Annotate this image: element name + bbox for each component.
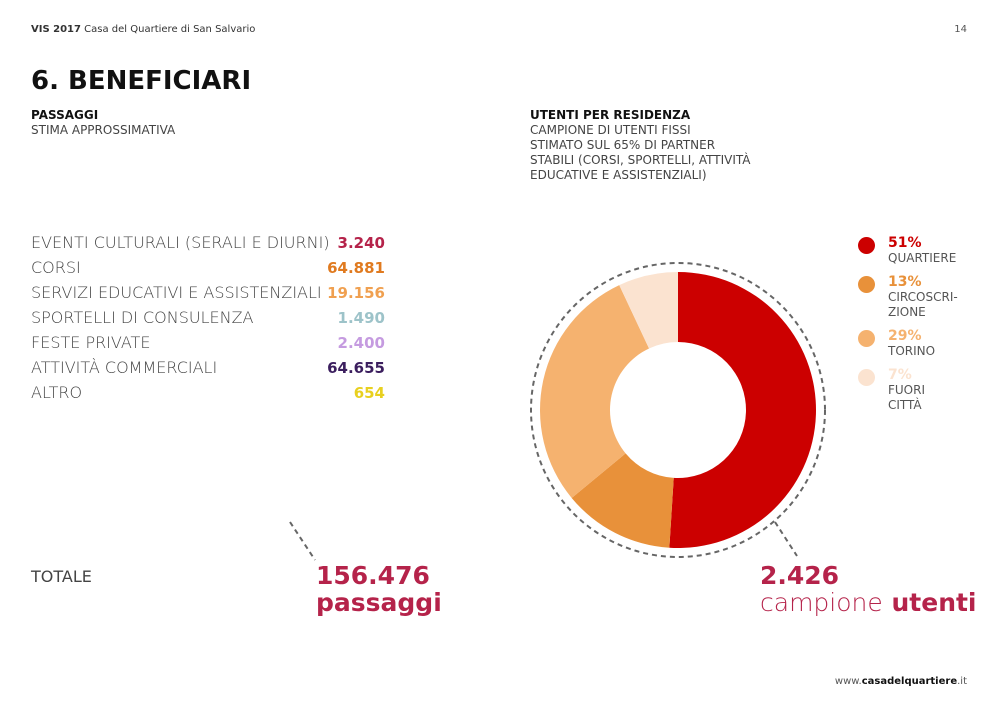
- legend-dot: [858, 237, 875, 254]
- item-value: 3.240: [337, 234, 385, 252]
- note-line: EDUCATIVE E ASSISTENZIALI): [530, 168, 707, 182]
- legend-dot: [858, 276, 875, 293]
- total-label: TOTALE: [31, 567, 92, 586]
- connector: [289, 521, 316, 561]
- footer-suffix: .it: [957, 676, 967, 687]
- item-value: 1.490: [337, 309, 385, 327]
- dashed-ring: [530, 262, 826, 558]
- donut-wedge: [619, 272, 678, 349]
- header: VIS 2017 Casa del Quartiere di San Salva…: [31, 24, 255, 35]
- item-label: FESTE PRIVATE: [31, 333, 151, 352]
- item-label: SPORTELLI DI CONSULENZA: [31, 308, 254, 327]
- note-line: STABILI (CORSI, SPORTELLI, ATTIVITÀ: [530, 153, 751, 167]
- legend-label: CIRCOSCRI-ZIONE: [888, 290, 958, 319]
- wedges: [540, 272, 817, 548]
- legend-item: 29% TORINO: [858, 328, 968, 359]
- legend-item: 7% FUORI CITTÀ: [858, 367, 968, 413]
- page-number: 14: [954, 24, 967, 35]
- section-note: CAMPIONE DI UTENTI FISSI STIMATO SUL 65%…: [530, 123, 751, 183]
- footer: www.casadelquartiere.it: [835, 676, 967, 687]
- users-caption: campione utenti: [760, 590, 977, 616]
- note-line: CAMPIONE DI UTENTI FISSI: [530, 123, 691, 137]
- brand: VIS 2017: [31, 24, 81, 35]
- item-value: 64.655: [327, 359, 385, 377]
- legend-item: 51% QUARTIERE: [858, 235, 968, 266]
- total-value: 156.476: [316, 561, 430, 590]
- item-label: EVENTI CULTURALI (SERALI E DIURNI): [31, 233, 330, 252]
- donut-wedge: [540, 285, 650, 498]
- page-title: 6. BENEFICIARI: [31, 66, 252, 96]
- legend: 51% QUARTIERE 13% CIRCOSCRI-ZIONE 29% TORINO 7…: [858, 235, 968, 421]
- item-label: ATTIVITÀ COMMERCIALI: [31, 358, 218, 377]
- donut-wedge: [571, 453, 674, 548]
- legend-label: QUARTIERE: [888, 251, 957, 265]
- item-value: 654: [353, 384, 385, 402]
- legend-value: 29%: [888, 328, 922, 344]
- footer-site: casadelquartiere: [861, 676, 958, 687]
- legend-value: 13%: [888, 274, 922, 290]
- legend-dot: [858, 330, 875, 347]
- footer-prefix: www.: [834, 676, 862, 687]
- donut-wedge: [669, 272, 817, 548]
- legend-value: 7%: [888, 367, 912, 383]
- legend-dot: [858, 369, 875, 386]
- caption-word: campione: [760, 588, 883, 617]
- legend-label: TORINO: [888, 344, 936, 358]
- note-line: STIMATO SUL 65% DI PARTNER: [530, 138, 716, 152]
- section-heading: PASSAGGI: [31, 108, 99, 122]
- item-label: ALTRO: [31, 383, 83, 402]
- connector: [774, 521, 798, 557]
- item-label: CORSI: [31, 258, 81, 277]
- legend-label: FUORI CITTÀ: [888, 383, 926, 412]
- caption-word: utenti: [891, 588, 977, 617]
- users-total: 2.426: [760, 561, 840, 590]
- legend-value: 51%: [888, 235, 922, 251]
- item-value: 19.156: [327, 284, 385, 302]
- section-note: STIMA APPROSSIMATIVA: [31, 123, 176, 137]
- item-value: 64.881: [327, 259, 385, 277]
- total-unit: passaggi: [316, 588, 442, 617]
- header-subtitle: Casa del Quartiere di San Salvario: [84, 24, 256, 35]
- legend-item: 13% CIRCOSCRI-ZIONE: [858, 274, 968, 320]
- item-value: 2.400: [337, 334, 385, 352]
- section-heading: UTENTI PER RESIDENZA: [530, 108, 691, 122]
- item-label: SERVIZI EDUCATIVI E ASSISTENZIALI: [31, 283, 322, 302]
